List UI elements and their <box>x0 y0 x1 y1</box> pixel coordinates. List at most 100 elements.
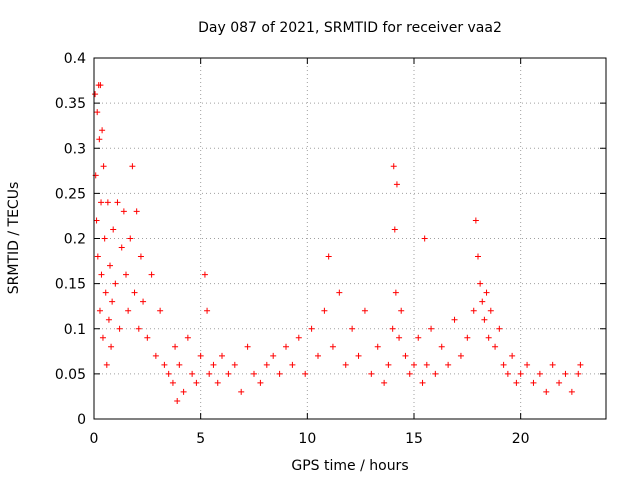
data-point <box>289 361 296 368</box>
data-point <box>103 361 110 368</box>
data-point <box>391 226 398 233</box>
data-point <box>100 163 107 170</box>
data-point <box>251 370 257 377</box>
data-point <box>428 325 435 332</box>
data-point <box>96 307 103 314</box>
data-point <box>575 370 582 377</box>
data-point <box>92 91 99 98</box>
data-point <box>112 280 119 287</box>
data-point <box>172 343 179 350</box>
data-point <box>189 370 196 377</box>
x-tick-label: 0 <box>90 431 99 447</box>
data-point <box>361 307 368 314</box>
data-point <box>500 361 507 368</box>
data-point <box>94 109 101 116</box>
data-point <box>193 379 200 386</box>
data-point <box>549 361 556 368</box>
y-tick-label: 0.1 <box>64 322 86 338</box>
data-point <box>144 334 151 341</box>
data-point <box>98 199 105 206</box>
data-point <box>374 343 381 350</box>
data-point <box>283 343 289 350</box>
data-point <box>118 244 125 251</box>
data-point <box>204 307 211 314</box>
data-point <box>93 217 100 224</box>
data-point <box>421 235 428 242</box>
data-point <box>568 388 575 395</box>
data-point <box>562 370 569 377</box>
data-point <box>457 352 464 359</box>
data-point <box>135 325 142 332</box>
data-point <box>398 307 405 314</box>
data-point <box>214 379 221 386</box>
data-point <box>99 334 106 341</box>
data-point <box>483 289 490 296</box>
data-point <box>487 307 494 314</box>
data-point <box>496 325 503 332</box>
data-point <box>107 262 113 269</box>
data-point <box>517 370 524 377</box>
ticks: 0 0.05 0.1 0.15 0.2 0.25 0.3 0.35 0.4 0 5 10 15 20 <box>55 51 606 447</box>
data-point <box>116 325 123 332</box>
data-point <box>481 316 488 323</box>
data-point <box>392 289 399 296</box>
data-point <box>389 325 396 332</box>
data-point <box>131 289 138 296</box>
data-point <box>479 298 486 305</box>
data-point <box>470 307 477 314</box>
data-point <box>509 352 516 359</box>
data-point <box>513 379 520 386</box>
x-tick-label: 20 <box>512 431 530 447</box>
x-axis-label: GPS time / hours <box>291 458 408 474</box>
data-point <box>393 181 400 188</box>
data-point <box>201 271 208 278</box>
data-point <box>396 334 403 341</box>
y-tick-label: 0.25 <box>55 186 86 202</box>
x-tick-label: 15 <box>405 431 423 447</box>
y-tick-label: 0 <box>77 412 86 428</box>
data-point <box>445 361 452 368</box>
data-point <box>308 325 315 332</box>
data-point <box>402 352 409 359</box>
data-point <box>104 199 111 206</box>
data-point <box>244 343 251 350</box>
data-point <box>174 397 181 404</box>
data-point <box>276 370 283 377</box>
data-point <box>438 343 445 350</box>
data-point <box>390 163 397 170</box>
data-point <box>524 361 531 368</box>
data-point <box>451 316 458 323</box>
data-point <box>184 334 191 341</box>
data-point <box>165 370 172 377</box>
data-point <box>577 361 584 368</box>
data-point <box>137 253 144 260</box>
data-point <box>94 253 101 260</box>
data-point <box>536 370 543 377</box>
data-point <box>133 208 140 215</box>
y-tick-label: 0.15 <box>55 277 86 293</box>
data-point <box>101 235 108 242</box>
data-point <box>355 352 362 359</box>
data-point <box>321 307 328 314</box>
data-point <box>129 163 136 170</box>
data-point <box>472 217 479 224</box>
data-point <box>120 208 127 215</box>
data-point <box>99 127 106 134</box>
data-point <box>140 298 147 305</box>
data-point <box>169 379 176 386</box>
data-point <box>96 136 103 143</box>
data-points <box>92 82 584 404</box>
data-point <box>464 334 471 341</box>
data-point <box>161 361 168 368</box>
data-point <box>556 379 563 386</box>
data-point <box>219 352 225 359</box>
data-point <box>152 352 159 359</box>
data-point <box>423 361 430 368</box>
data-point <box>543 388 550 395</box>
data-point <box>157 307 164 314</box>
data-point <box>176 361 183 368</box>
data-point <box>432 370 439 377</box>
data-point <box>102 289 109 296</box>
chart-title: Day 087 of 2021, SRMTID for receiver vaa… <box>198 20 502 36</box>
